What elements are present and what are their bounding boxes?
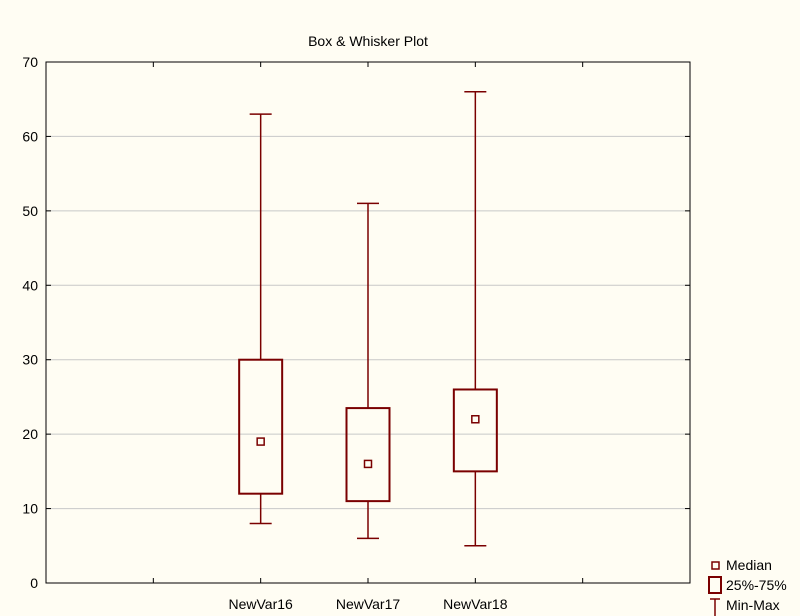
box-NewVar18 [452, 91, 498, 547]
y-tick-label: 40 [22, 277, 38, 293]
legend-item: Min-Max [710, 597, 780, 616]
iqr-box [345, 407, 391, 503]
y-tick-label: 20 [22, 426, 38, 442]
median-marker [256, 437, 265, 446]
legend-label: Median [726, 557, 772, 573]
y-tick-label: 0 [30, 575, 38, 591]
x-tick-label: NewVar16 [229, 596, 294, 612]
median-marker [471, 415, 480, 424]
y-tick-label: 10 [22, 501, 38, 517]
y-tick-label: 50 [22, 203, 38, 219]
legend-label: Min-Max [726, 597, 780, 613]
legend: Median 25%-75% Min-Max [708, 557, 787, 616]
chart-title: Box & Whisker Plot [308, 33, 428, 49]
box-layer [238, 91, 498, 547]
median-marker [363, 459, 373, 469]
legend-item: Median [711, 557, 772, 573]
legend-median-icon [711, 561, 720, 570]
y-tick-label: 30 [22, 352, 38, 368]
y-tick-label: 70 [22, 54, 38, 70]
legend-item: 25%-75% [708, 576, 787, 594]
legend-box-icon [708, 576, 722, 594]
box-NewVar16 [238, 113, 284, 525]
axis-layer: 0 10 20 30 40 50 60 70 NewVar16 NewVar17 NewVar18 [22, 54, 690, 612]
x-tick-label: NewVar18 [443, 596, 508, 612]
x-tick-label: NewVar17 [336, 596, 401, 612]
legend-label: 25%-75% [726, 577, 787, 593]
iqr-box [452, 388, 498, 473]
box-NewVar17 [345, 202, 391, 540]
iqr-box [238, 358, 284, 495]
y-tick-label: 60 [22, 128, 38, 144]
